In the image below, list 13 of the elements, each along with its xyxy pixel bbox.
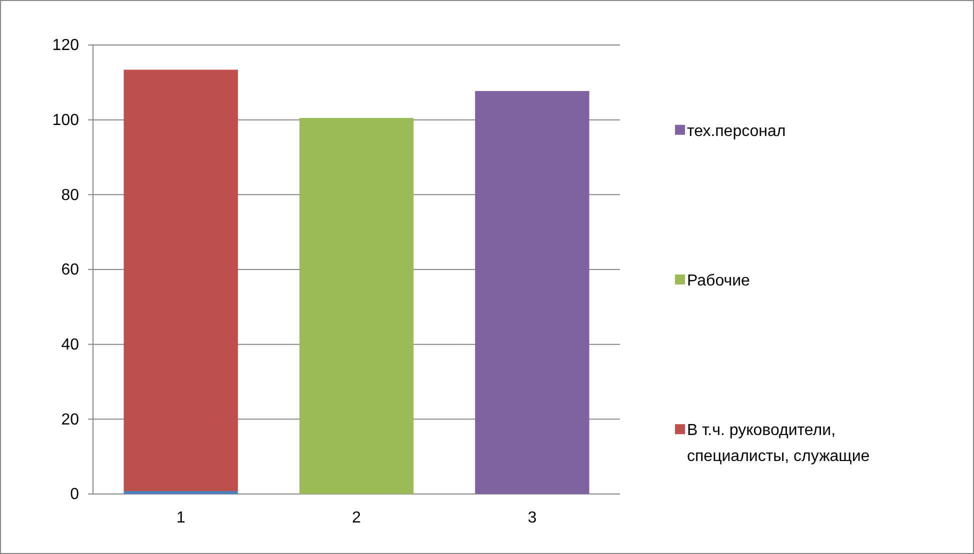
x-tick-label: 2 bbox=[352, 510, 362, 527]
y-tick-label: 120 bbox=[52, 37, 80, 54]
y-tick-label: 0 bbox=[70, 486, 80, 504]
y-tick-label: 40 bbox=[61, 336, 80, 354]
legend-label: Рабочие bbox=[687, 272, 750, 290]
y-tick-label: 80 bbox=[61, 186, 80, 204]
x-tick-label: 3 bbox=[528, 510, 537, 527]
legend-label: В т.ч. руководители, специалисты, служащие bbox=[687, 422, 870, 466]
y-tick-label: 20 bbox=[61, 411, 80, 428]
x-tick-label: 1 bbox=[176, 510, 186, 527]
legend-label: тех.персонал bbox=[687, 122, 786, 140]
y-tick-label: 60 bbox=[61, 262, 80, 279]
y-tick-label: 100 bbox=[52, 112, 80, 129]
